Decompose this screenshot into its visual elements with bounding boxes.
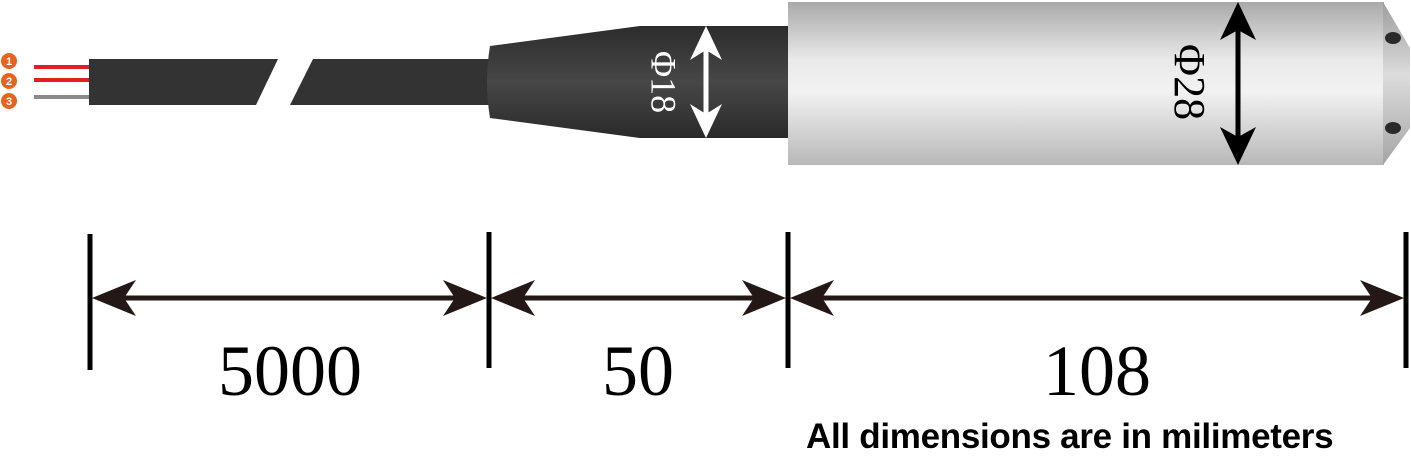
wire-badge-3-label: 3 — [6, 96, 12, 108]
dimension-body-length: 108 — [1043, 331, 1151, 411]
dimension-arrow-body — [790, 280, 1404, 316]
connector-diameter-arrowhead-bottom — [690, 104, 722, 138]
body-diameter-arrowhead-bottom — [1220, 127, 1256, 165]
wire-3 — [34, 95, 92, 99]
cable-segment-left — [89, 59, 278, 105]
connector-diameter-label: Φ18 — [644, 51, 684, 113]
cable-connector — [487, 26, 790, 138]
wire-badge-1: 1 — [1, 53, 17, 69]
probe-vent-hole-top — [1385, 32, 1401, 44]
wire-badge-1-label: 1 — [6, 56, 12, 68]
extension-lines — [87, 232, 1409, 370]
wire-leads — [34, 65, 92, 99]
probe-body — [788, 2, 1384, 165]
wire-badge-2-label: 2 — [6, 76, 12, 88]
dimension-arrow-cable — [92, 280, 487, 316]
dimension-cable-length: 5000 — [218, 331, 362, 411]
wire-1 — [34, 65, 92, 69]
body-diameter-annotation: Φ28 — [1165, 2, 1256, 165]
body-diameter-arrowhead-top — [1220, 2, 1256, 40]
dimension-connector-length: 50 — [602, 331, 674, 411]
connector-diameter-annotation: Φ18 — [644, 26, 722, 138]
probe-tip — [1383, 2, 1410, 165]
cable-segment-right — [290, 59, 495, 105]
dimension-arrow-connector — [491, 280, 786, 316]
connector-diameter-arrowhead-top — [690, 26, 722, 60]
body-diameter-label: Φ28 — [1165, 44, 1214, 120]
wire-2 — [34, 78, 92, 82]
wire-badge-2: 2 — [1, 73, 17, 89]
wire-badge-3: 3 — [1, 93, 17, 109]
units-note: All dimensions are in milimeters — [806, 417, 1334, 456]
probe-vent-hole-bottom — [1385, 122, 1401, 134]
